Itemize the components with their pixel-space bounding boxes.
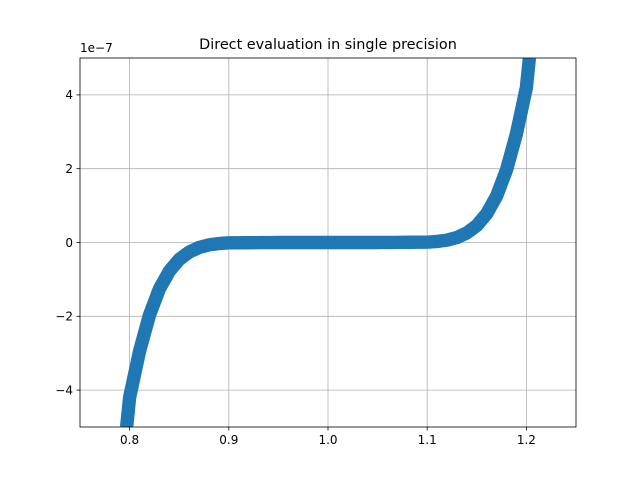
y-tick-label: 0 bbox=[65, 236, 73, 250]
x-tick-label: 0.8 bbox=[120, 433, 139, 447]
chart-title: Direct evaluation in single precision bbox=[199, 37, 457, 53]
plot-area bbox=[119, 58, 537, 427]
series-line bbox=[125, 58, 531, 427]
x-tick-label: 1.1 bbox=[418, 433, 437, 447]
y-tick-label: 2 bbox=[65, 162, 73, 176]
x-tick-label: 1.0 bbox=[318, 433, 337, 447]
x-axis: 0.8 0.9 1.0 1.1 1.2 bbox=[120, 427, 536, 447]
x-tick-label: 0.9 bbox=[219, 433, 238, 447]
y-tick-label: 4 bbox=[65, 88, 73, 102]
y-offset-label: 1e−7 bbox=[80, 41, 113, 55]
y-tick-label: −4 bbox=[55, 383, 73, 397]
x-tick-label: 1.2 bbox=[517, 433, 536, 447]
y-axis: −4 −2 0 2 4 bbox=[55, 88, 80, 397]
y-tick-label: −2 bbox=[55, 310, 73, 324]
